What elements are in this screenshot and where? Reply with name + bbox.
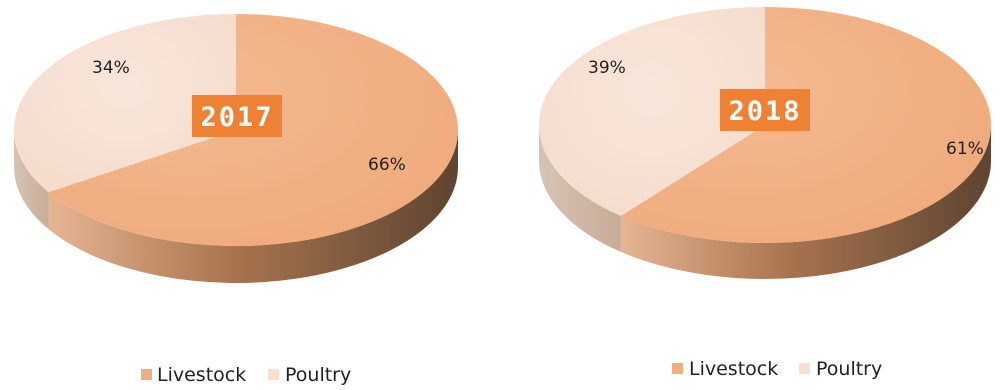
pie-slice-poultry-2017 (13, 13, 237, 193)
legend-label-livestock-2018: Livestock (689, 358, 778, 380)
legend-swatch-poultry-2017 (268, 369, 279, 380)
data-label-poultry-2018: 39% (588, 58, 626, 78)
year-badge-2018 (720, 89, 810, 131)
data-label-poultry-2017: 34% (92, 58, 130, 78)
pie-side-livestock-2018 (620, 125, 991, 280)
year-badge-text-2018: 2018 (728, 96, 801, 127)
pie-chart-2018: 61% 39% 2018 Livestock Poultry (538, 7, 991, 380)
legend-label-poultry-2017: Poultry (285, 364, 351, 386)
legend-2017: Livestock Poultry (141, 364, 351, 386)
pie-slice-poultry-2018 (538, 7, 765, 216)
year-badge-text-2017: 2017 (200, 102, 273, 133)
data-label-livestock-2017: 66% (368, 155, 406, 175)
data-label-livestock-2018: 61% (946, 139, 984, 159)
legend-swatch-livestock-2018 (672, 363, 683, 374)
legend-label-poultry-2018: Poultry (816, 358, 882, 380)
pie-side-livestock-2017 (48, 130, 459, 284)
legend-2018: Livestock Poultry (672, 358, 882, 380)
legend-label-livestock-2017: Livestock (157, 364, 246, 386)
year-badge-2017 (192, 95, 282, 137)
legend-swatch-livestock-2017 (141, 369, 152, 380)
pie-chart-2017: 66% 34% 2017 Livestock Poultry (13, 13, 459, 386)
pie-side-poultry-2018 (539, 125, 621, 252)
pie-side-poultry-2017 (13, 130, 49, 230)
legend-swatch-poultry-2018 (799, 363, 810, 374)
